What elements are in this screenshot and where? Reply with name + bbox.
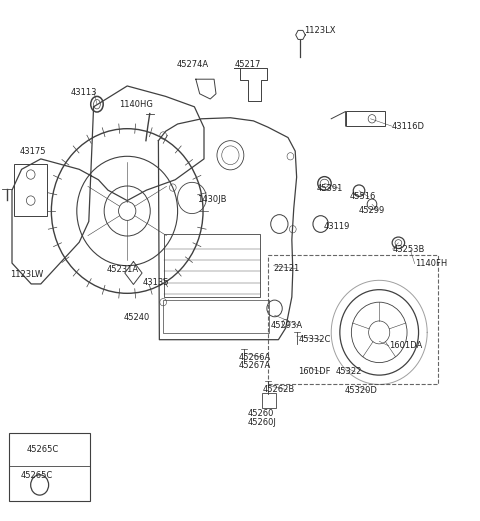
Text: 1123LW: 1123LW — [11, 269, 44, 279]
Text: 45260: 45260 — [248, 409, 274, 418]
Text: 45265C: 45265C — [20, 471, 52, 480]
Bar — [164, 234, 260, 297]
Text: 43113: 43113 — [71, 88, 97, 97]
Text: 45267A: 45267A — [239, 361, 271, 370]
Text: 45391: 45391 — [317, 184, 343, 193]
Text: 45266A: 45266A — [239, 353, 271, 362]
Text: 1601DA: 1601DA — [389, 341, 422, 351]
Text: 43253B: 43253B — [393, 244, 425, 254]
Text: 45217: 45217 — [234, 60, 261, 69]
Text: 1430JB: 1430JB — [197, 195, 226, 204]
Text: 45231A: 45231A — [107, 265, 139, 275]
Text: 1140HG: 1140HG — [119, 100, 153, 109]
Text: 1140FH: 1140FH — [415, 259, 447, 268]
Text: 43116D: 43116D — [392, 121, 425, 131]
Text: 22121: 22121 — [274, 264, 300, 274]
Text: 43175: 43175 — [19, 146, 46, 156]
Bar — [346, 111, 385, 126]
Bar — [163, 300, 269, 333]
Text: 1601DF: 1601DF — [299, 367, 331, 377]
Bar — [268, 255, 438, 384]
Text: 45260J: 45260J — [248, 417, 276, 427]
Text: 45262B: 45262B — [263, 385, 295, 394]
Text: 43135: 43135 — [143, 278, 169, 287]
Bar — [14, 164, 47, 216]
Text: 45240: 45240 — [124, 313, 150, 322]
Text: 45265C: 45265C — [27, 445, 59, 454]
Text: 45320D: 45320D — [345, 386, 377, 395]
Text: 45516: 45516 — [349, 192, 376, 202]
Text: 45322: 45322 — [336, 367, 362, 377]
Text: 45274A: 45274A — [177, 60, 209, 69]
Bar — [9, 433, 90, 501]
Text: 45293A: 45293A — [271, 320, 303, 330]
Text: 1123LX: 1123LX — [304, 26, 336, 35]
Text: 45332C: 45332C — [299, 335, 331, 344]
Text: 43119: 43119 — [324, 221, 350, 231]
Bar — [262, 393, 276, 408]
Text: 45299: 45299 — [359, 206, 385, 215]
